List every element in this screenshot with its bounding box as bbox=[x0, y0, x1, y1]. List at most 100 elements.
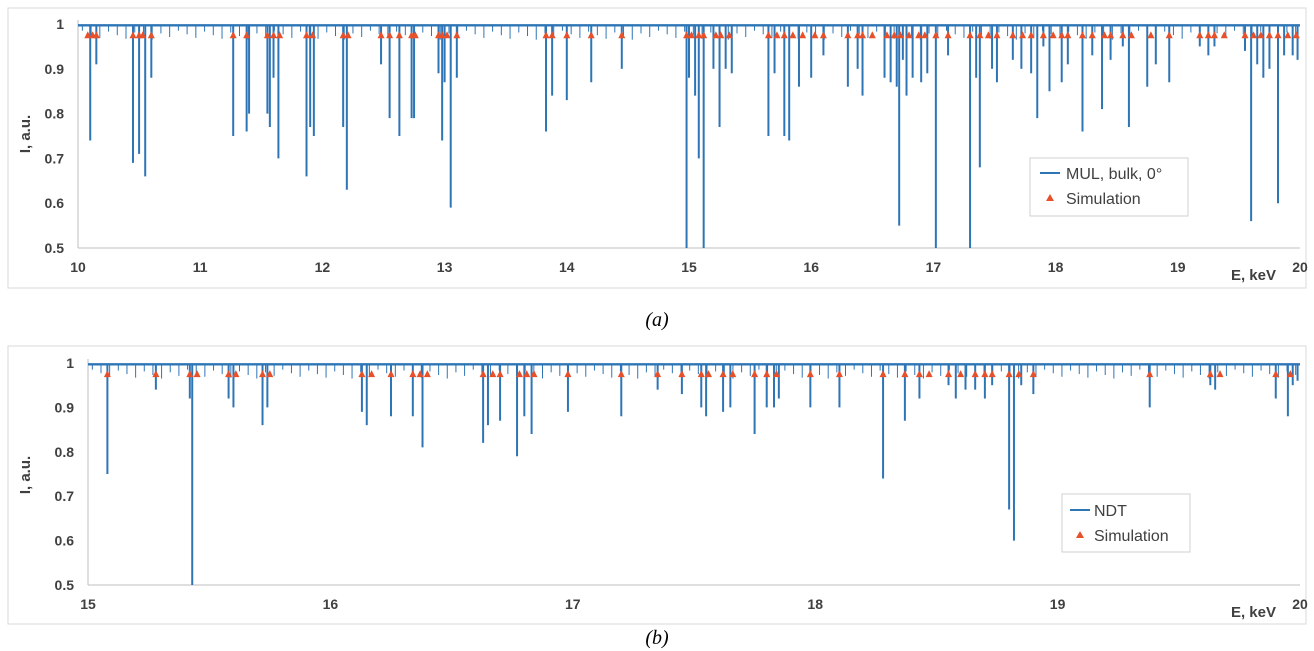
simulation-point bbox=[129, 31, 137, 39]
simulation-point bbox=[1292, 31, 1300, 39]
simulation-point bbox=[1257, 31, 1265, 39]
simulation-point bbox=[438, 31, 446, 39]
y-tick-label: 0.5 bbox=[55, 577, 75, 593]
simulation-point bbox=[1206, 370, 1214, 378]
simulation-point bbox=[1064, 31, 1072, 39]
simulation-point bbox=[1078, 31, 1086, 39]
simulation-point bbox=[879, 370, 887, 378]
simulation-point bbox=[103, 370, 111, 378]
simulation-point bbox=[773, 31, 781, 39]
simulation-point bbox=[542, 31, 550, 39]
legend-b: NDT Simulation bbox=[1061, 493, 1191, 553]
simulation-point bbox=[1220, 31, 1228, 39]
simulation-point bbox=[944, 31, 952, 39]
simulation-point bbox=[763, 370, 771, 378]
simulation-point bbox=[890, 31, 898, 39]
simulation-point bbox=[1147, 31, 1155, 39]
simulation-point bbox=[1009, 31, 1017, 39]
legend-marker-swatch-b bbox=[1076, 531, 1084, 538]
simulation-point bbox=[725, 31, 733, 39]
simulation-point bbox=[925, 370, 933, 378]
x-tick-label: 13 bbox=[437, 259, 453, 275]
legend-label-simulation-a: Simulation bbox=[1066, 191, 1141, 208]
legend-box-b bbox=[1061, 493, 1191, 553]
simulation-point bbox=[344, 31, 352, 39]
legend-label-series-a: MUL, bulk, 0° bbox=[1066, 166, 1162, 183]
simulation-point bbox=[147, 31, 155, 39]
simulation-point bbox=[1146, 370, 1154, 378]
simulation-point bbox=[654, 370, 662, 378]
y-tick-label: 0.8 bbox=[45, 106, 65, 122]
x-tick-label: 19 bbox=[1050, 596, 1066, 612]
simulation-point bbox=[854, 31, 862, 39]
y-tick-label: 1 bbox=[56, 16, 64, 32]
simulation-point bbox=[409, 370, 417, 378]
simulation-point bbox=[976, 31, 984, 39]
gridlines-b bbox=[87, 359, 1300, 586]
simulation-point bbox=[915, 370, 923, 378]
simulation-point bbox=[1015, 370, 1023, 378]
simulation-point bbox=[719, 370, 727, 378]
simulation-point bbox=[411, 31, 419, 39]
simulation-point bbox=[368, 370, 376, 378]
simulation-point bbox=[276, 31, 284, 39]
simulation-point bbox=[957, 370, 965, 378]
simulation-point bbox=[1027, 31, 1035, 39]
simulation-markers-b bbox=[103, 370, 1294, 378]
simulation-point bbox=[443, 31, 451, 39]
simulation-point bbox=[479, 370, 487, 378]
simulation-point bbox=[764, 31, 772, 39]
y-tick-label: 0.5 bbox=[45, 240, 65, 256]
simulation-point bbox=[1286, 370, 1294, 378]
y-tick-label: 0.7 bbox=[55, 488, 75, 504]
simulation-point bbox=[263, 31, 271, 39]
simulation-point bbox=[1107, 31, 1115, 39]
panel-b: I, a.u. E, keV 0.5 0.6 0.7 0.8 0.9 1 15 16 17 18… bbox=[7, 345, 1308, 649]
simulation-point bbox=[712, 31, 720, 39]
simulation-point bbox=[1049, 31, 1057, 39]
simulation-point bbox=[896, 31, 904, 39]
simulation-point bbox=[883, 31, 891, 39]
x-tick-label: 20 bbox=[1292, 596, 1308, 612]
simulation-point bbox=[395, 31, 403, 39]
simulation-point bbox=[717, 31, 725, 39]
simulation-point bbox=[423, 370, 431, 378]
x-tick-label: 16 bbox=[323, 596, 339, 612]
simulation-point bbox=[515, 370, 523, 378]
plot-area-b bbox=[7, 345, 1307, 625]
y-tick-label: 1 bbox=[66, 355, 74, 371]
y-tick-label: 0.7 bbox=[45, 150, 65, 166]
simulation-point bbox=[564, 370, 572, 378]
y-axis-label-b: I, a.u. bbox=[17, 456, 34, 494]
x-tick-label: 15 bbox=[681, 259, 697, 275]
simulation-point bbox=[303, 31, 311, 39]
y-tick-label: 0.9 bbox=[45, 61, 65, 77]
simulation-point bbox=[1100, 31, 1108, 39]
simulation-point bbox=[1088, 31, 1096, 39]
x-tick-label: 17 bbox=[565, 596, 581, 612]
simulation-point bbox=[243, 31, 251, 39]
simulation-point bbox=[84, 31, 92, 39]
simulation-point bbox=[309, 31, 317, 39]
y-axis-label-a: I, a.u. bbox=[17, 115, 34, 153]
simulation-point bbox=[729, 370, 737, 378]
simulation-point bbox=[1241, 31, 1249, 39]
x-ticks-b: 15 16 17 18 19 20 bbox=[80, 596, 1308, 612]
simulation-point bbox=[1250, 31, 1258, 39]
simulation-point bbox=[819, 31, 827, 39]
plot-area-a bbox=[7, 7, 1307, 289]
simulation-point bbox=[1204, 31, 1212, 39]
simulation-point bbox=[697, 370, 705, 378]
simulation-point bbox=[700, 31, 708, 39]
simulation-point bbox=[259, 370, 267, 378]
simulation-point bbox=[1272, 370, 1280, 378]
simulation-point bbox=[232, 370, 240, 378]
simulation-point bbox=[806, 370, 814, 378]
x-tick-label: 18 bbox=[1048, 259, 1064, 275]
simulation-point bbox=[1216, 370, 1224, 378]
simulation-point bbox=[339, 31, 347, 39]
simulation-point bbox=[678, 370, 686, 378]
x-tick-label: 20 bbox=[1292, 259, 1308, 275]
series-lines-a bbox=[78, 24, 1300, 248]
